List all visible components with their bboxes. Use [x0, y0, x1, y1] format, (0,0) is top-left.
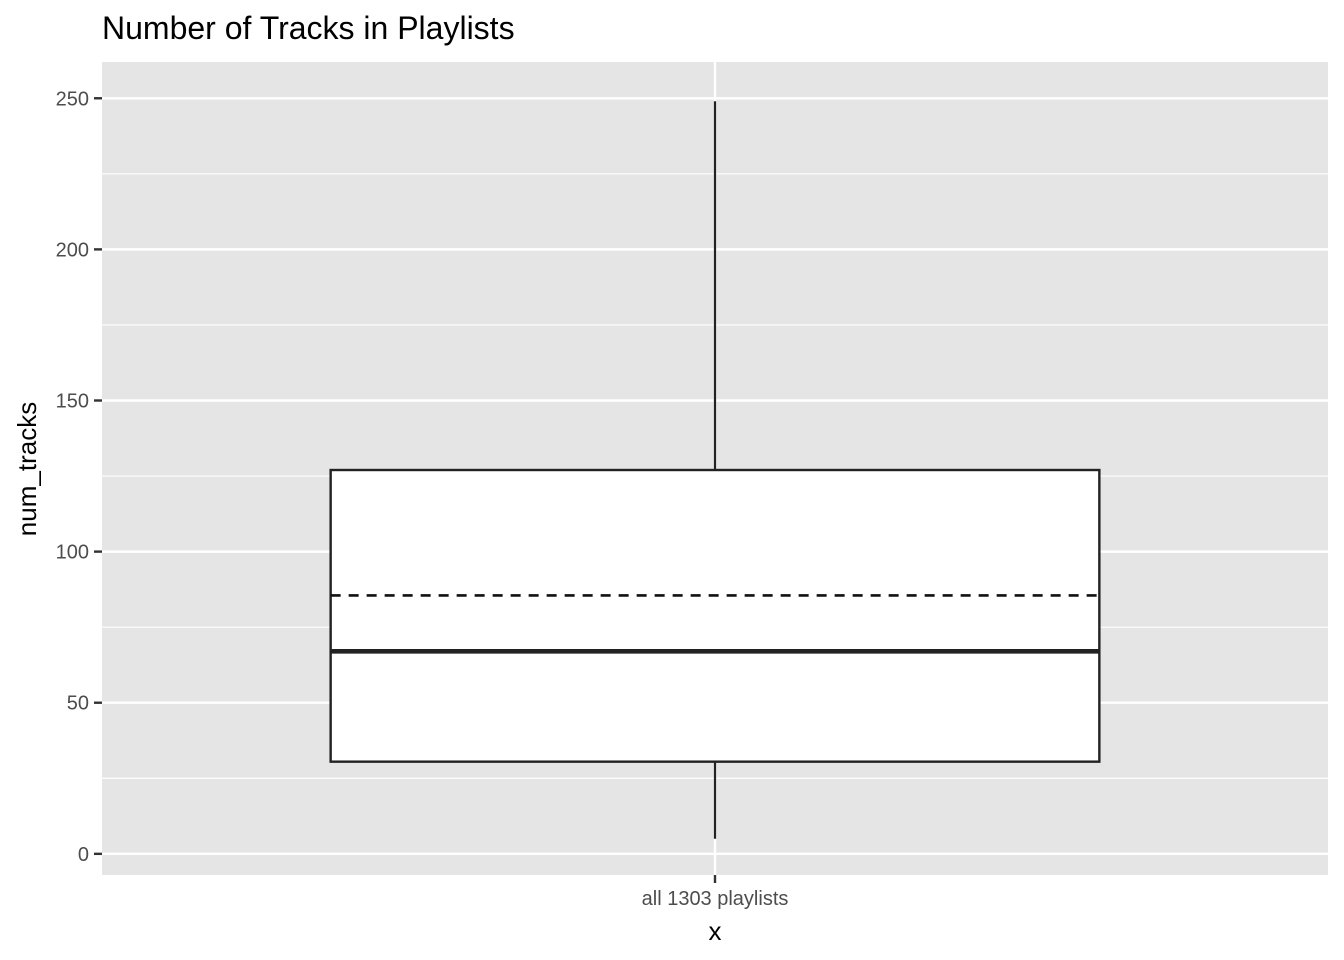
- x-axis-title: x: [709, 916, 722, 946]
- y-tick-label: 0: [78, 844, 89, 866]
- x-axis: all 1303 playlists: [642, 875, 789, 910]
- y-axis-title: num_tracks: [12, 402, 42, 536]
- y-tick-label: 250: [56, 88, 89, 110]
- y-tick-label: 150: [56, 390, 89, 412]
- iqr-box: [329, 468, 1101, 763]
- box-marks: [329, 101, 1101, 839]
- x-tick-label: all 1303 playlists: [642, 888, 789, 910]
- y-axis: 0 50 100 150 200 250: [56, 88, 102, 866]
- y-tick-label: 50: [67, 693, 89, 715]
- chart-title: Number of Tracks in Playlists: [102, 10, 515, 46]
- y-tick-label: 100: [56, 542, 89, 564]
- y-tick-label: 200: [56, 239, 89, 261]
